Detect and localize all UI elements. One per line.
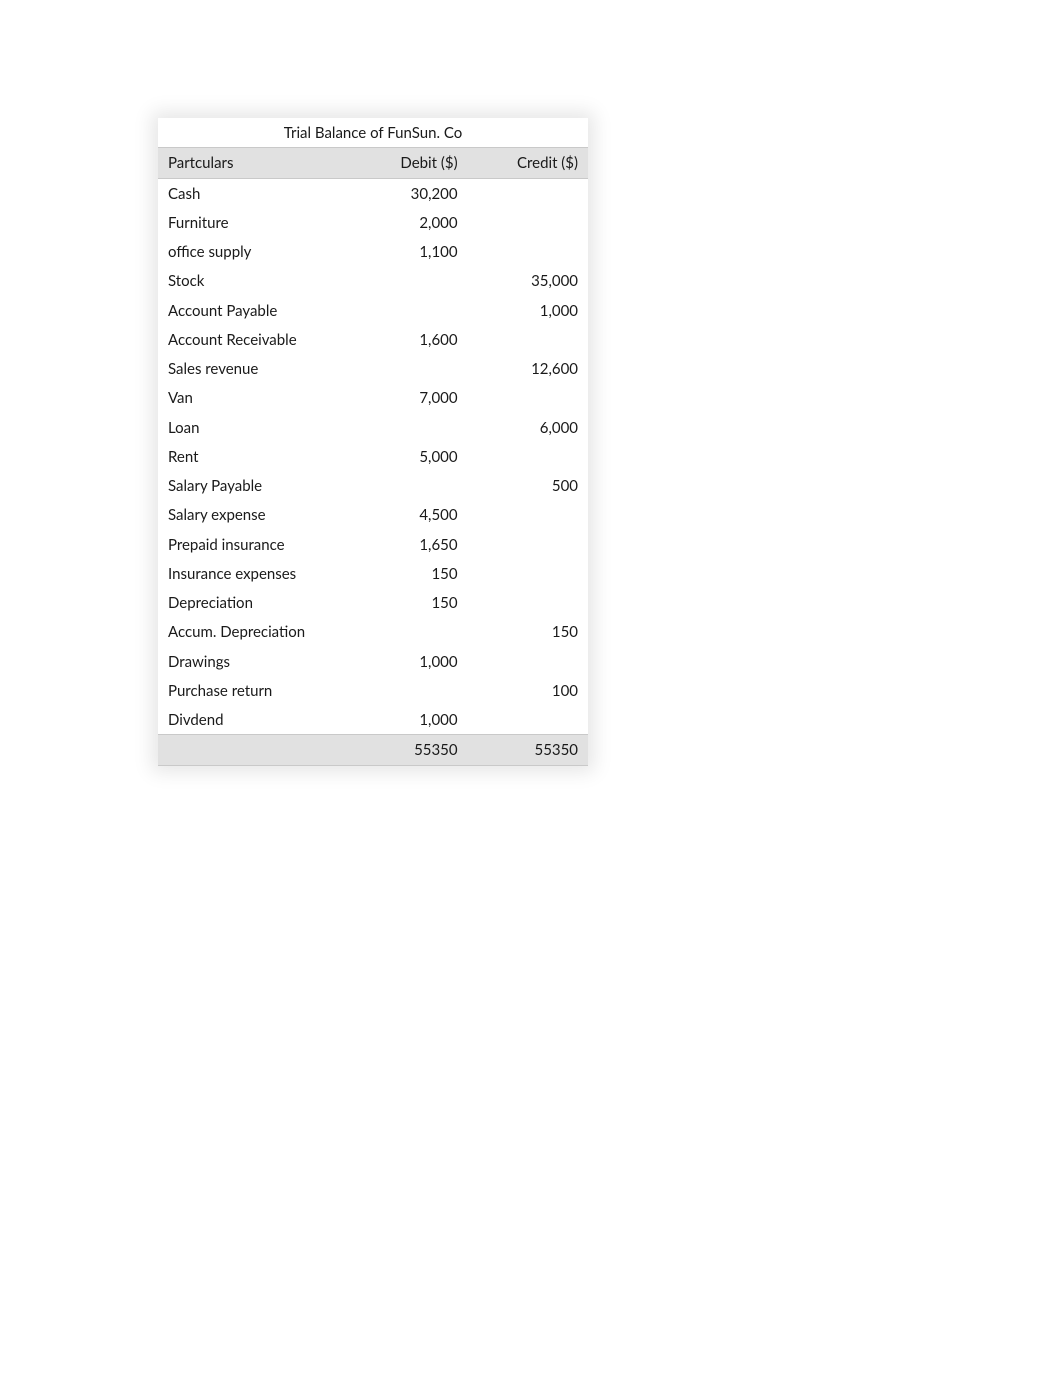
cell-credit xyxy=(468,705,588,735)
table-row: Sales revenue 12,600 xyxy=(158,354,588,383)
cell-particulars: Sales revenue xyxy=(158,354,347,383)
cell-debit xyxy=(347,471,467,500)
column-header-credit: Credit ($) xyxy=(468,148,588,178)
trial-balance-table: Trial Balance of FunSun. Co Partculars D… xyxy=(158,118,588,766)
cell-debit: 7,000 xyxy=(347,383,467,412)
cell-debit: 2,000 xyxy=(347,208,467,237)
cell-particulars: Depreciation xyxy=(158,588,347,617)
table-header-row: Partculars Debit ($) Credit ($) xyxy=(158,148,588,178)
cell-debit: 150 xyxy=(347,559,467,588)
column-header-debit: Debit ($) xyxy=(347,148,467,178)
column-header-particulars: Partculars xyxy=(158,148,347,178)
cell-credit: 1,000 xyxy=(468,296,588,325)
table-row: Depreciation150 xyxy=(158,588,588,617)
cell-debit: 4,500 xyxy=(347,500,467,529)
cell-credit xyxy=(468,208,588,237)
cell-credit xyxy=(468,500,588,529)
cell-particulars: Divdend xyxy=(158,705,347,735)
cell-particulars: Accum. Depreciation xyxy=(158,617,347,646)
cell-credit xyxy=(468,383,588,412)
table-row: Drawings1,000 xyxy=(158,647,588,676)
cell-particulars: Furniture xyxy=(158,208,347,237)
cell-credit: 12,600 xyxy=(468,354,588,383)
table-row: Cash30,200 xyxy=(158,178,588,208)
table-row: office supply1,100 xyxy=(158,237,588,266)
cell-credit: 150 xyxy=(468,617,588,646)
table-row: Account Payable 1,000 xyxy=(158,296,588,325)
cell-particulars: Purchase return xyxy=(158,676,347,705)
cell-credit xyxy=(468,325,588,354)
table-row: Loan 6,000 xyxy=(158,413,588,442)
table-row: Account Receivable1,600 xyxy=(158,325,588,354)
cell-credit: 500 xyxy=(468,471,588,500)
cell-debit xyxy=(347,413,467,442)
cell-particulars: Salary expense xyxy=(158,500,347,529)
cell-particulars: Van xyxy=(158,383,347,412)
table-row: Insurance expenses150 xyxy=(158,559,588,588)
cell-particulars: Drawings xyxy=(158,647,347,676)
table-row: Stock 35,000 xyxy=(158,266,588,295)
cell-debit: 1,000 xyxy=(347,705,467,735)
cell-debit: 5,000 xyxy=(347,442,467,471)
cell-debit: 150 xyxy=(347,588,467,617)
table-row: Furniture2,000 xyxy=(158,208,588,237)
cell-credit xyxy=(468,530,588,559)
totals-label xyxy=(158,735,347,765)
totals-credit: 55350 xyxy=(468,735,588,765)
cell-particulars: office supply xyxy=(158,237,347,266)
cell-particulars: Salary Payable xyxy=(158,471,347,500)
cell-credit: 35,000 xyxy=(468,266,588,295)
totals-row: 55350 55350 xyxy=(158,735,588,765)
table-row: Divdend1,000 xyxy=(158,705,588,735)
table-row: Purchase return 100 xyxy=(158,676,588,705)
cell-debit xyxy=(347,617,467,646)
table-row: Rent5,000 xyxy=(158,442,588,471)
cell-debit: 1,000 xyxy=(347,647,467,676)
table-row: Accum. Depreciation 150 xyxy=(158,617,588,646)
totals-debit: 55350 xyxy=(347,735,467,765)
cell-particulars: Prepaid insurance xyxy=(158,530,347,559)
cell-particulars: Account Receivable xyxy=(158,325,347,354)
cell-debit: 1,650 xyxy=(347,530,467,559)
cell-credit xyxy=(468,647,588,676)
cell-credit xyxy=(468,559,588,588)
cell-particulars: Cash xyxy=(158,178,347,208)
table-row: Salary Payable 500 xyxy=(158,471,588,500)
cell-credit xyxy=(468,237,588,266)
cell-debit xyxy=(347,676,467,705)
table-title-row: Trial Balance of FunSun. Co xyxy=(158,118,588,148)
cell-debit xyxy=(347,296,467,325)
cell-particulars: Account Payable xyxy=(158,296,347,325)
table-row: Prepaid insurance1,650 xyxy=(158,530,588,559)
cell-particulars: Insurance expenses xyxy=(158,559,347,588)
cell-credit xyxy=(468,442,588,471)
cell-credit: 100 xyxy=(468,676,588,705)
cell-credit xyxy=(468,178,588,208)
table-row: Van7,000 xyxy=(158,383,588,412)
cell-particulars: Loan xyxy=(158,413,347,442)
cell-debit xyxy=(347,354,467,383)
cell-particulars: Rent xyxy=(158,442,347,471)
cell-debit: 30,200 xyxy=(347,178,467,208)
cell-particulars: Stock xyxy=(158,266,347,295)
cell-credit xyxy=(468,588,588,617)
table-title: Trial Balance of FunSun. Co xyxy=(158,118,588,148)
cell-debit: 1,100 xyxy=(347,237,467,266)
table-row: Salary expense4,500 xyxy=(158,500,588,529)
cell-credit: 6,000 xyxy=(468,413,588,442)
cell-debit xyxy=(347,266,467,295)
trial-balance-table-container: Trial Balance of FunSun. Co Partculars D… xyxy=(158,118,588,766)
cell-debit: 1,600 xyxy=(347,325,467,354)
